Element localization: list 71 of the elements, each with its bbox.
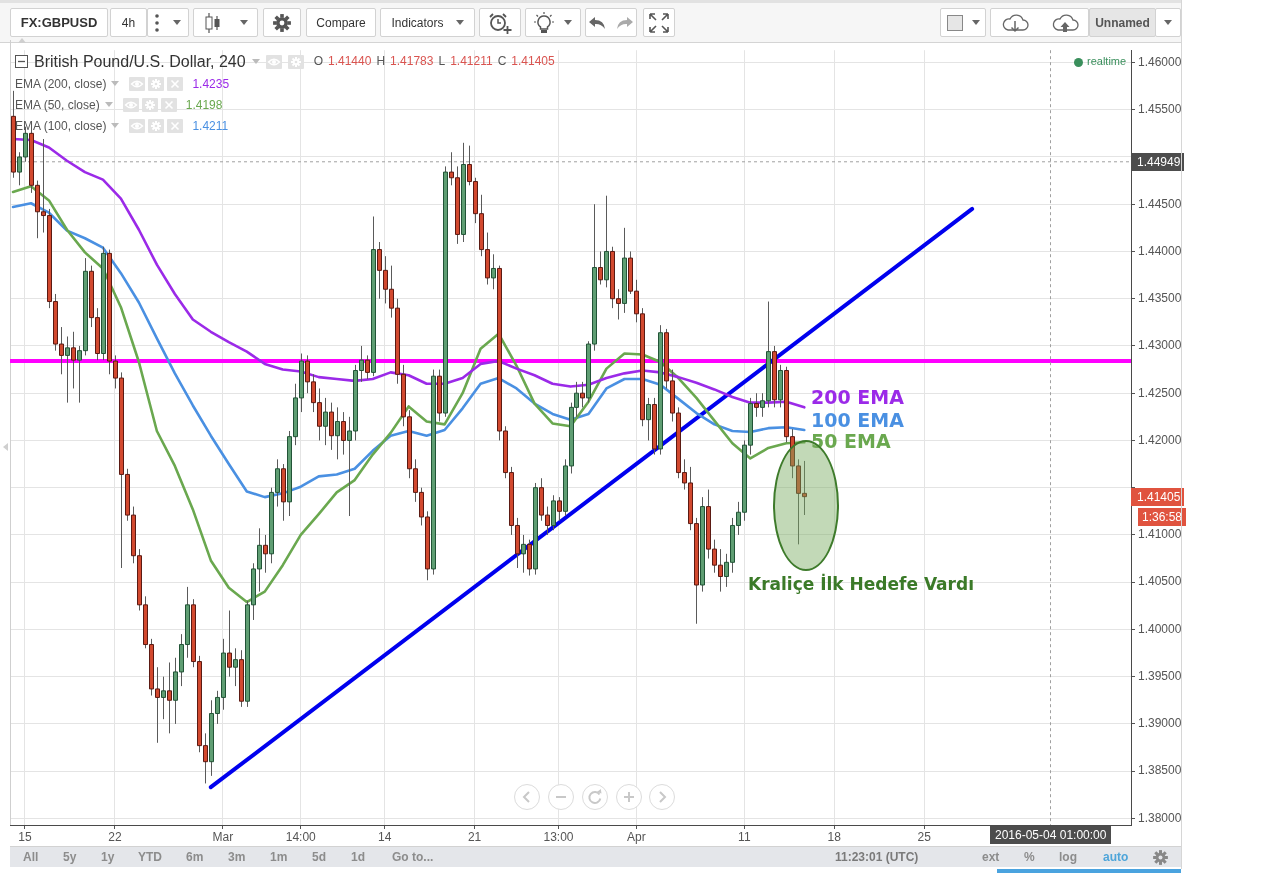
annotation: 1.4235	[192, 76, 230, 91]
text: Indicators	[391, 15, 444, 30]
annotation: EMA (50, close)	[15, 97, 100, 112]
y-tick-label: 1.46000	[1138, 54, 1182, 69]
x-tick-label: 14:00	[285, 829, 317, 844]
annotation: realtime	[1087, 55, 1127, 67]
series-label: 50 EMA	[811, 430, 891, 452]
y-tick-label: 1.38500	[1138, 763, 1182, 778]
text: %	[1024, 850, 1035, 864]
text: Compare	[316, 15, 366, 30]
y-tick-label: 1.42000	[1138, 432, 1182, 447]
y-tick-label: 1.43000	[1138, 338, 1182, 353]
text: 3m	[228, 850, 246, 864]
y-tick-label: 1.41000	[1138, 527, 1182, 542]
chart-title: British Pound/U.S. Dollar, 240	[34, 52, 246, 71]
text: 5y	[63, 850, 77, 864]
x-tick-label: 13:00	[543, 829, 574, 844]
series-label: 200 EMA	[811, 386, 904, 408]
text: Unnamed	[1095, 15, 1150, 30]
text: 6m	[186, 850, 204, 864]
x-tick-label: 11	[738, 829, 751, 844]
x-tick-label: 22	[108, 829, 122, 844]
annotation: Kraliçe İlk Hedefe Vardı	[748, 574, 974, 594]
chart-subtitle: O 1.41440 H 1.41783 L 1.41211 C 1.41405	[313, 53, 555, 69]
ref-line-label: 1.44949	[1131, 153, 1185, 171]
text: 1d	[351, 850, 366, 864]
text: FX:GBPUSD	[20, 15, 98, 30]
x-tick-label: 15	[18, 829, 32, 844]
annotation: 1.4211	[192, 118, 229, 133]
x-tick-label: 18	[827, 829, 842, 844]
y-tick-label: 1.39000	[1138, 716, 1182, 731]
text: 5d	[312, 850, 327, 864]
text: YTD	[138, 850, 162, 864]
text: Go to...	[392, 850, 434, 864]
candlestick	[754, 392, 759, 418]
annotation: EMA (100, close)	[15, 118, 107, 133]
y-tick-label: 1.44000	[1138, 243, 1182, 258]
x-tick-label: 25	[917, 829, 932, 844]
text: 1:36:58	[1138, 508, 1187, 526]
x-tick-label: 2016-05-04 01:00:00	[990, 826, 1112, 844]
y-tick-label: 1.40000	[1138, 621, 1182, 636]
text: All	[23, 850, 39, 864]
x-tick-label: Mar	[212, 829, 234, 844]
candlestick	[233, 647, 238, 687]
text: 4h	[121, 15, 136, 30]
candlestick	[71, 331, 76, 389]
candlestick	[341, 411, 346, 456]
candlestick	[65, 336, 70, 404]
y-tick-label: 1.40500	[1138, 574, 1182, 589]
candlestick	[167, 661, 172, 734]
text: 1m	[270, 850, 288, 864]
text: auto	[1103, 850, 1129, 864]
x-tick-label: 14	[377, 829, 392, 844]
y-tick-label: 1.39500	[1138, 668, 1182, 683]
y-tick-label: 1.43500	[1138, 291, 1182, 306]
candlestick	[161, 676, 166, 720]
text: 1.41405	[1131, 488, 1185, 506]
y-tick-label: 1.38000	[1138, 810, 1182, 825]
text: log	[1059, 850, 1077, 864]
annotation: EMA (200, close)	[15, 76, 107, 91]
text: 11:23:01 (UTC)	[835, 850, 919, 864]
candlestick	[557, 496, 562, 522]
x-tick-label: Apr	[627, 829, 646, 844]
x-tick-label: 21	[467, 829, 482, 844]
text: 1y	[101, 850, 115, 864]
text: ext	[982, 850, 1000, 864]
y-tick-label: 1.44500	[1138, 196, 1182, 211]
y-tick-label: 1.42500	[1138, 385, 1182, 400]
series-label: 100 EMA	[811, 409, 904, 431]
y-tick-label: 1.45500	[1138, 102, 1182, 117]
annotation: 1.4198	[185, 97, 223, 112]
